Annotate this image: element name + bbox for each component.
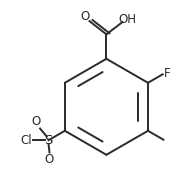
Text: Cl: Cl <box>20 134 32 147</box>
Text: O: O <box>80 10 89 23</box>
Text: O: O <box>45 153 54 166</box>
Text: OH: OH <box>119 13 137 26</box>
Text: F: F <box>164 67 170 80</box>
Text: S: S <box>44 134 53 147</box>
Text: O: O <box>32 115 41 128</box>
